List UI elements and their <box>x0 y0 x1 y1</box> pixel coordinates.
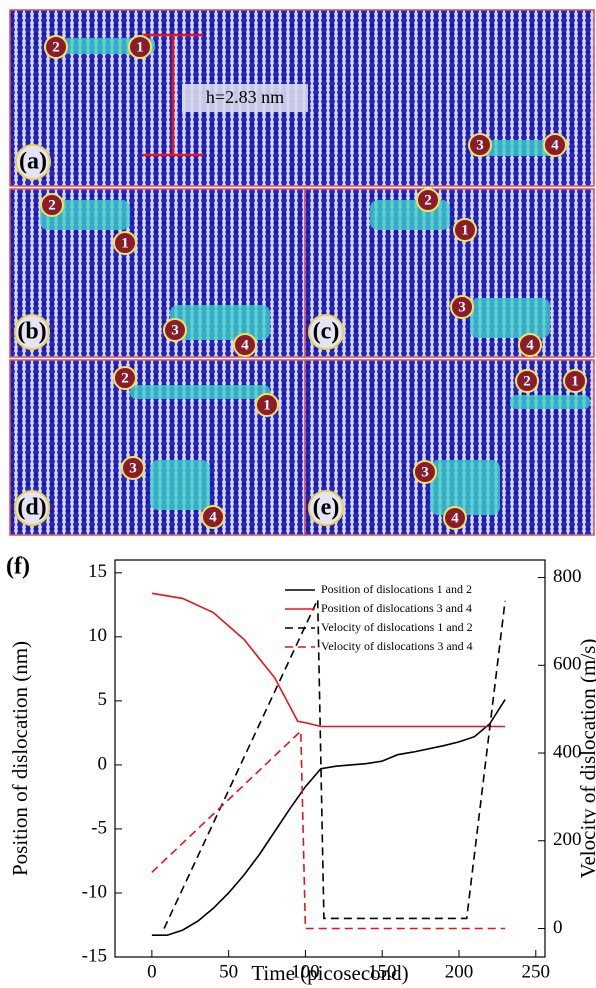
scale-arrow <box>143 33 203 157</box>
marker-circle <box>40 193 64 217</box>
y2-axis-label: Velocity of dislocation (m/s) <box>576 639 596 879</box>
panel-label: (d) <box>17 495 46 521</box>
x-tick-label: 200 <box>445 961 474 982</box>
marker-number: 3 <box>129 460 137 476</box>
x-tick-label: 250 <box>522 961 551 982</box>
marker-number: 2 <box>48 197 56 213</box>
marker-circle <box>121 456 145 480</box>
y-tick-label: -5 <box>91 817 107 838</box>
marker-circle <box>416 188 440 212</box>
marker-number: 1 <box>121 235 129 251</box>
marker-number: 3 <box>421 464 429 480</box>
legend-label: Position of dislocations 3 and 4 <box>321 601 472 615</box>
chart: 0 50 100 150 200 250-15-10-505101502004006008… <box>6 554 596 985</box>
marker-number: 1 <box>263 397 271 413</box>
marker-circle <box>413 460 437 484</box>
marker-circle <box>233 333 257 357</box>
defect-regions <box>40 38 590 515</box>
y-tick-label: -15 <box>82 945 107 966</box>
panel-label: (a) <box>19 149 47 175</box>
marker-number: 4 <box>526 337 534 353</box>
marker-number: 4 <box>209 509 217 525</box>
y2-tick-label: 800 <box>553 566 582 587</box>
marker-number: 3 <box>458 299 466 315</box>
annotation-box <box>182 84 308 112</box>
markers: (a) 2 1 3 4 (b) 2 1 3 4 (c) 2 1 3 4 (d) 2 1 3 4 (e) 2 1 3 4 <box>14 35 587 530</box>
plot-frame <box>114 559 546 958</box>
panel-label: (e) <box>313 495 340 521</box>
panel-label: (c) <box>313 319 340 345</box>
marker-circle <box>450 295 474 319</box>
panel-label-bg <box>15 144 51 180</box>
marker-circle <box>255 393 279 417</box>
marker-number: 1 <box>136 39 144 55</box>
marker-circle <box>518 333 542 357</box>
marker-circle <box>201 505 225 529</box>
series-line <box>151 592 506 728</box>
x-tick-label: 150 <box>368 961 397 982</box>
marker-number: 2 <box>52 39 60 55</box>
marker-circle <box>113 366 137 390</box>
legend-label: Velocity of dislocations 1 and 2 <box>321 620 473 634</box>
marker-circle <box>543 133 567 157</box>
x-axis-label: Time (picosecond) <box>251 961 408 985</box>
marker-number: 1 <box>461 222 469 238</box>
y2-tick-label: 400 <box>553 741 582 762</box>
series-line <box>151 729 506 930</box>
marker-number: 3 <box>476 137 484 153</box>
marker-circle <box>163 318 187 342</box>
height-annotation: h=2.83 nm <box>206 87 284 107</box>
x-tick-label: 50 <box>219 961 238 982</box>
panel-label-bg <box>308 314 344 350</box>
legend-label: Velocity of dislocations 3 and 4 <box>321 639 473 653</box>
y2-tick-label: 600 <box>553 654 582 675</box>
legend-label: Position of dislocations 1 and 2 <box>321 582 472 596</box>
marker-circle <box>128 35 152 59</box>
panel-label-bg <box>14 314 50 350</box>
panels <box>9 9 595 536</box>
marker-number: 4 <box>451 510 459 526</box>
panel-label-bg <box>14 490 50 526</box>
marker-circle <box>44 35 68 59</box>
x-tick-label: 0 <box>147 961 157 982</box>
panel-label-bg <box>308 490 344 526</box>
marker-circle <box>443 506 467 530</box>
marker-circle <box>468 133 492 157</box>
y2-tick-label: 0 <box>553 917 563 938</box>
marker-number: 2 <box>523 373 531 389</box>
y2-tick-label: 200 <box>553 829 582 850</box>
y-tick-label: 0 <box>98 753 108 774</box>
marker-number: 3 <box>171 322 179 338</box>
panel-label: (b) <box>17 319 46 345</box>
panel-label: (f) <box>6 554 30 580</box>
x-tick-label: 100 <box>291 961 320 982</box>
series-line <box>151 699 506 936</box>
marker-circle <box>515 369 539 393</box>
marker-number: 4 <box>551 137 559 153</box>
series-line <box>163 599 506 929</box>
marker-number: 1 <box>571 373 579 389</box>
y-tick-label: 10 <box>88 625 107 646</box>
marker-number: 4 <box>241 337 249 353</box>
y-tick-label: 15 <box>88 561 107 582</box>
y-tick-label: -10 <box>82 881 107 902</box>
marker-number: 2 <box>121 370 129 386</box>
y-axis-label: Position of dislocation (nm) <box>8 641 32 876</box>
marker-circle <box>453 218 477 242</box>
marker-number: 2 <box>424 192 432 208</box>
marker-circle <box>113 231 137 255</box>
marker-circle <box>563 369 587 393</box>
y-tick-label: 5 <box>98 689 108 710</box>
